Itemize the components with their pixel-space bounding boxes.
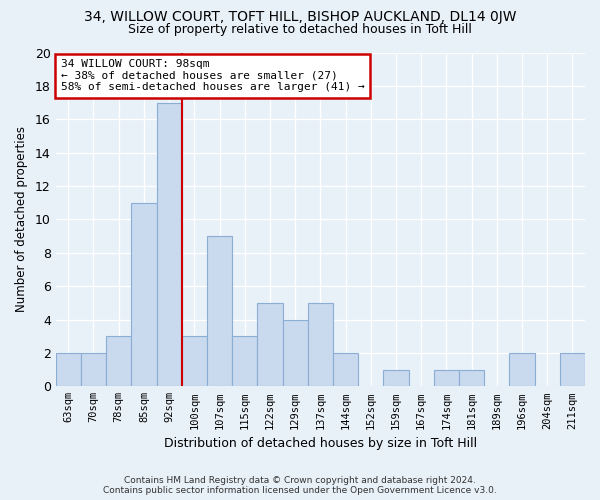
Bar [308,303,333,386]
Bar [434,370,459,386]
Bar [383,370,409,386]
Bar [81,353,106,386]
Bar [106,336,131,386]
Bar [560,353,585,386]
X-axis label: Distribution of detached houses by size in Toft Hill: Distribution of detached houses by size … [164,437,477,450]
Text: Contains HM Land Registry data © Crown copyright and database right 2024.
Contai: Contains HM Land Registry data © Crown c… [103,476,497,495]
Bar [333,353,358,386]
Bar [207,236,232,386]
Text: Size of property relative to detached houses in Toft Hill: Size of property relative to detached ho… [128,22,472,36]
Y-axis label: Number of detached properties: Number of detached properties [15,126,28,312]
Bar [283,320,308,386]
Bar [157,102,182,387]
Bar [232,336,257,386]
Text: 34 WILLOW COURT: 98sqm
← 38% of detached houses are smaller (27)
58% of semi-det: 34 WILLOW COURT: 98sqm ← 38% of detached… [61,59,365,92]
Bar [257,303,283,386]
Bar [509,353,535,386]
Bar [56,353,81,386]
Bar [131,202,157,386]
Text: 34, WILLOW COURT, TOFT HILL, BISHOP AUCKLAND, DL14 0JW: 34, WILLOW COURT, TOFT HILL, BISHOP AUCK… [84,10,516,24]
Bar [182,336,207,386]
Bar [459,370,484,386]
